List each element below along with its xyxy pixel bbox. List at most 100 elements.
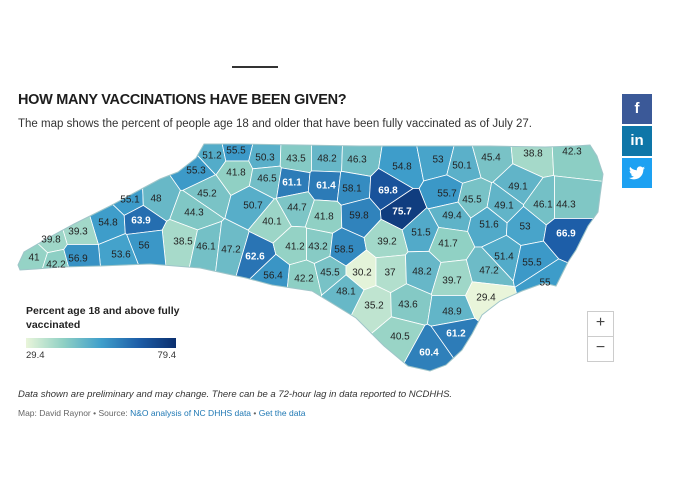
county-value-label: 51.2 xyxy=(202,151,222,162)
county-value-label: 53 xyxy=(432,155,444,166)
county-value-label: 39.8 xyxy=(41,235,61,246)
county-value-label: 50.1 xyxy=(452,161,472,172)
county-value-label: 40.1 xyxy=(262,217,282,228)
county-value-label: 29.4 xyxy=(476,293,496,304)
county-value-label: 39.7 xyxy=(442,276,462,287)
county-value-label: 54.8 xyxy=(98,218,118,229)
county-value-label: 39.3 xyxy=(68,227,88,238)
linkedin-share-button[interactable]: in xyxy=(622,126,652,156)
get-data-link[interactable]: Get the data xyxy=(258,408,306,418)
county-value-label: 55.3 xyxy=(186,166,206,177)
county-value-label: 66.9 xyxy=(556,229,576,240)
zoom-control: + − xyxy=(587,311,614,362)
county-value-label: 56.9 xyxy=(68,254,88,265)
county-value-label: 48.9 xyxy=(442,307,462,318)
legend-title: Percent age 18 and above fully vaccinate… xyxy=(26,305,180,331)
linkedin-icon: in xyxy=(630,132,644,149)
county-value-label: 55 xyxy=(539,278,551,289)
county-value-label: 53.6 xyxy=(111,250,131,261)
county-value-label: 41.8 xyxy=(314,212,334,223)
header-rule xyxy=(232,66,278,68)
source-link[interactable]: N&O analysis of NC DHHS data xyxy=(130,408,252,418)
county-value-label: 55.1 xyxy=(120,195,140,206)
facebook-share-button[interactable]: f xyxy=(622,94,652,124)
county-value-label: 41.7 xyxy=(438,239,458,250)
social-share-bar: f in xyxy=(622,94,652,190)
county-value-label: 48.1 xyxy=(336,287,356,298)
county-value-label: 45.4 xyxy=(481,153,501,164)
county-value-label: 37 xyxy=(384,268,396,279)
zoom-out-button[interactable]: − xyxy=(588,336,613,361)
county-value-label: 49.1 xyxy=(508,182,528,193)
county-shape[interactable] xyxy=(29,120,99,245)
county-value-label: 58.1 xyxy=(342,184,362,195)
page-subtitle: The map shows the percent of people age … xyxy=(18,118,533,130)
county-value-label: 48.2 xyxy=(412,267,432,278)
county-value-label: 46.5 xyxy=(257,174,277,185)
county-value-label: 59.8 xyxy=(349,211,369,222)
county-value-label: 58.5 xyxy=(334,245,354,256)
county-value-label: 56 xyxy=(138,241,150,252)
county-value-label: 51.6 xyxy=(479,220,499,231)
county-value-label: 35.2 xyxy=(364,301,384,312)
map-credit: Map: David Raynor • Source: N&O analysis… xyxy=(18,408,306,418)
county-value-label: 62.6 xyxy=(245,252,265,263)
county-value-label: 40.5 xyxy=(390,332,410,343)
county-value-label: 69.8 xyxy=(378,186,398,197)
county-value-label: 47.2 xyxy=(479,266,499,277)
county-value-label: 61.2 xyxy=(446,329,466,340)
county-value-label: 55.5 xyxy=(522,258,542,269)
county-value-label: 55.5 xyxy=(226,146,246,157)
county-shape[interactable] xyxy=(382,323,484,400)
county-value-label: 46.3 xyxy=(347,155,367,166)
county-value-label: 54.8 xyxy=(392,162,412,173)
county-value-label: 43.5 xyxy=(286,154,306,165)
legend-color-bar xyxy=(26,338,176,348)
county-value-label: 53 xyxy=(519,222,531,233)
county-value-label: 61.1 xyxy=(282,178,302,189)
county-labels: 51.2 55.5 50.3 43.5 48.2 46.3 54.8 53 50.1 45.4 38… xyxy=(28,146,582,359)
county-value-label: 48 xyxy=(150,194,162,205)
county-value-label: 41.8 xyxy=(226,168,246,179)
county-value-label: 51.5 xyxy=(411,228,431,239)
county-value-label: 45.5 xyxy=(462,195,482,206)
county-value-label: 48.2 xyxy=(317,154,337,165)
legend-max-label: 79.4 xyxy=(157,350,177,361)
twitter-share-button[interactable] xyxy=(622,158,652,188)
county-value-label: 43.2 xyxy=(308,242,328,253)
county-value-label: 45.2 xyxy=(197,189,217,200)
data-disclaimer: Data shown are preliminary and may chang… xyxy=(18,389,453,400)
county-value-label: 46.1 xyxy=(533,200,553,211)
county-value-label: 61.4 xyxy=(316,181,336,192)
county-value-label: 49.1 xyxy=(494,201,514,212)
county-value-label: 51.4 xyxy=(494,252,514,263)
twitter-icon xyxy=(629,166,645,180)
county-value-label: 46.1 xyxy=(196,242,216,253)
county-value-label: 43.6 xyxy=(398,300,418,311)
legend-min-label: 29.4 xyxy=(26,350,45,361)
county-value-label: 42.2 xyxy=(46,260,66,271)
county-value-label: 41.2 xyxy=(285,242,305,253)
credit-prefix: Map: David Raynor • Source: xyxy=(18,408,131,418)
county-value-label: 47.2 xyxy=(221,245,241,256)
page-title: HOW MANY VACCINATIONS HAVE BEEN GIVEN? xyxy=(18,92,347,108)
credit-separator: • xyxy=(251,408,259,418)
county-value-label: 56.4 xyxy=(263,271,283,282)
county-value-label: 60.4 xyxy=(419,348,439,359)
county-value-label: 75.7 xyxy=(392,207,412,218)
county-shape[interactable] xyxy=(279,120,312,174)
county-value-label: 63.9 xyxy=(131,216,151,227)
zoom-in-button[interactable]: + xyxy=(595,314,606,331)
county-value-label: 30.2 xyxy=(352,268,372,279)
county-value-label: 42.2 xyxy=(294,274,314,285)
county-value-label: 50.7 xyxy=(243,201,263,212)
county-shape[interactable] xyxy=(550,120,700,193)
county-value-label: 44.3 xyxy=(184,208,204,219)
county-value-label: 44.7 xyxy=(287,203,307,214)
county-value-label: 50.3 xyxy=(255,153,275,164)
legend-ticks: 29.4 79.4 xyxy=(26,348,177,361)
county-value-label: 44.3 xyxy=(556,200,576,211)
county-value-label: 42.3 xyxy=(562,147,582,158)
